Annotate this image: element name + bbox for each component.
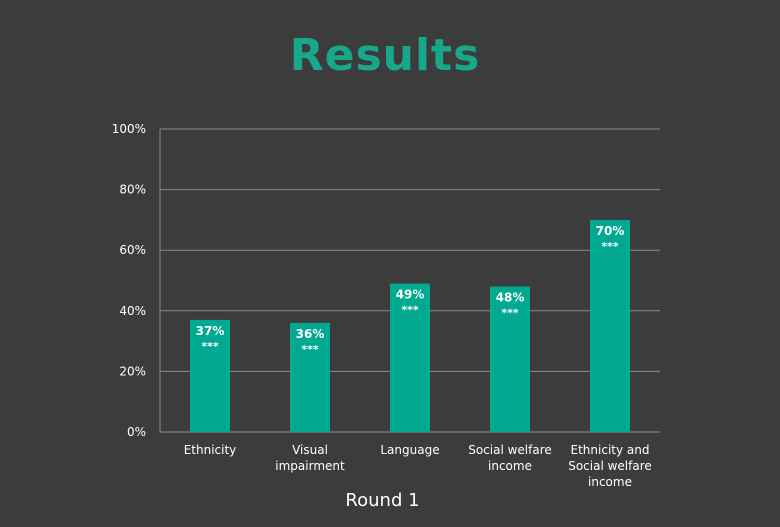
x-tick-label: Language (380, 443, 439, 457)
bar (490, 286, 530, 432)
y-axis: 0% 20% 40% 60% 80% 100% (112, 122, 161, 439)
y-tick-label: 100% (112, 122, 146, 136)
x-tick-label: Social welfare (468, 443, 552, 457)
y-tick-label: 0% (127, 425, 146, 439)
y-tick-label: 40% (119, 304, 146, 318)
x-tick-label: Social welfare (568, 459, 652, 473)
bar (590, 219, 630, 432)
x-tick-label: Visual (292, 443, 328, 457)
x-tick-label: income (488, 459, 532, 473)
significance-label: *** (501, 307, 519, 320)
data-label: 48% (496, 291, 525, 305)
bars: 37% *** 36% *** 49% *** 48% *** 70% *** (190, 219, 630, 432)
bar (190, 319, 230, 432)
bar (390, 283, 430, 432)
chart-title: Results (289, 30, 481, 81)
y-tick-label: 20% (119, 364, 146, 378)
data-label: 70% (596, 224, 625, 238)
significance-label: *** (601, 240, 619, 253)
y-tick-label: 80% (119, 183, 146, 197)
x-axis: Ethnicity Visual impairment Language Social … (184, 443, 652, 489)
x-tick-label: Ethnicity and (571, 443, 650, 457)
bar (290, 322, 330, 432)
x-tick-label: Ethnicity (184, 443, 237, 457)
x-tick-label: income (588, 475, 632, 489)
significance-label: *** (201, 340, 219, 353)
data-label: 36% (296, 327, 325, 341)
significance-label: *** (301, 343, 319, 356)
x-axis-title: Round 1 (345, 490, 420, 511)
y-tick-label: 60% (119, 243, 146, 257)
significance-label: *** (401, 304, 419, 317)
x-tick-label: impairment (275, 459, 345, 473)
data-label: 49% (396, 288, 425, 302)
data-label: 37% (196, 324, 225, 338)
